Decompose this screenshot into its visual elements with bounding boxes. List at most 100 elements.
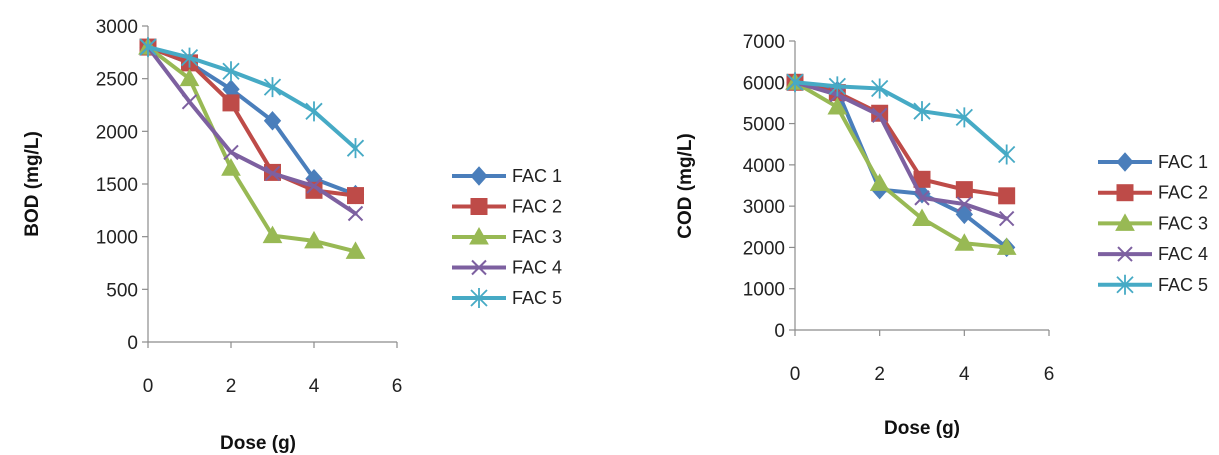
legend-label: FAC 5 xyxy=(1158,275,1208,295)
data-point xyxy=(869,173,890,191)
series-line xyxy=(146,45,358,151)
data-point xyxy=(262,225,283,244)
legend-entry-fac-1: FAC 1 xyxy=(452,166,562,186)
data-point xyxy=(305,101,323,122)
x-tick-label: 4 xyxy=(309,376,320,397)
legend-marker xyxy=(470,166,488,186)
data-point xyxy=(955,204,974,225)
legend-label: FAC 5 xyxy=(512,288,562,308)
y-tick-label: 4000 xyxy=(743,156,785,177)
legend-label: FAC 3 xyxy=(512,227,562,247)
data-point xyxy=(221,158,241,176)
x-tick-label: 0 xyxy=(790,364,801,385)
data-point xyxy=(914,190,930,206)
y-tick-label: 1000 xyxy=(96,228,138,249)
legend-marker xyxy=(1116,184,1134,202)
series-line xyxy=(793,80,1009,250)
legend-marker xyxy=(1116,274,1134,295)
series-line xyxy=(793,80,1009,250)
series-line xyxy=(146,45,358,216)
legend-label: FAC 1 xyxy=(1158,152,1208,172)
series-line xyxy=(146,45,358,254)
legend-entry-fac-5: FAC 5 xyxy=(452,288,562,308)
y-tick-label: 7000 xyxy=(743,32,785,53)
legend-entry-fac-2: FAC 2 xyxy=(452,197,562,217)
series-fac-1 xyxy=(139,37,365,205)
x-axis-title: Dose (g) xyxy=(884,418,960,439)
data-point xyxy=(956,196,973,212)
data-point xyxy=(827,97,848,115)
legend-entry-fac-1: FAC 1 xyxy=(1098,152,1208,172)
legend-label: FAC 1 xyxy=(512,166,562,186)
data-point xyxy=(139,37,157,58)
data-point xyxy=(996,237,1017,255)
legend-entry-fac-5: FAC 5 xyxy=(1098,275,1208,295)
x-tick-label: 2 xyxy=(874,364,885,385)
y-tick-label: 1500 xyxy=(96,175,138,196)
data-point xyxy=(998,210,1015,227)
y-tick-label: 0 xyxy=(127,333,138,354)
legend-label: FAC 2 xyxy=(512,197,562,217)
bod-chart: 0 500 1000 1500 2000 2500 3000 0 2 4 6 Dose (g) BOD … xyxy=(22,17,562,454)
data-point xyxy=(222,94,240,112)
legend-entry-fac-2: FAC 2 xyxy=(1098,183,1208,203)
data-point xyxy=(913,101,931,122)
legend-entry-fac-4: FAC 4 xyxy=(452,258,562,278)
y-tick-label: 2500 xyxy=(96,70,138,91)
data-point xyxy=(954,233,975,251)
data-point xyxy=(955,107,973,128)
y-tick-label: 500 xyxy=(106,280,138,301)
x-tick-label: 6 xyxy=(392,376,403,397)
data-point xyxy=(263,111,282,131)
legend-marker xyxy=(470,198,488,215)
data-point xyxy=(264,165,281,182)
data-point xyxy=(180,47,199,68)
data-point xyxy=(346,138,365,159)
data-point xyxy=(179,68,200,87)
x-tick-label: 2 xyxy=(226,376,237,397)
legend-marker xyxy=(470,288,488,308)
series-fac-3 xyxy=(138,37,366,259)
y-tick-label: 6000 xyxy=(743,73,785,94)
legend-label: FAC 4 xyxy=(1158,244,1208,264)
y-tick-label: 3000 xyxy=(743,197,785,218)
x-tick-label: 4 xyxy=(959,364,970,385)
legend: FAC 1 FAC 2 FAC 3 FAC 4 FAC 5 xyxy=(452,166,562,308)
x-tick-label: 6 xyxy=(1044,364,1055,385)
data-point xyxy=(222,61,240,82)
y-tick-label: 0 xyxy=(774,321,785,342)
data-point xyxy=(347,205,364,222)
series-fac-5 xyxy=(786,72,1016,165)
data-point xyxy=(223,144,239,161)
y-axis-title: BOD (mg/L) xyxy=(22,131,43,237)
x-tick-label: 0 xyxy=(143,376,154,397)
data-point xyxy=(912,208,932,227)
legend-label: FAC 2 xyxy=(1158,183,1208,203)
data-point xyxy=(304,230,324,249)
legend-label: FAC 3 xyxy=(1158,213,1208,233)
legend-marker xyxy=(469,226,489,245)
y-tick-label: 1000 xyxy=(743,280,785,301)
cod-chart: 0 1000 2000 3000 4000 5000 6000 7000 0 2 4 6 Dose (g… xyxy=(675,32,1208,439)
y-tick-label: 3000 xyxy=(96,17,138,38)
data-point xyxy=(181,94,198,110)
legend-entry-fac-3: FAC 3 xyxy=(1098,213,1208,233)
data-point xyxy=(998,144,1016,165)
y-tick-label: 2000 xyxy=(743,238,785,259)
y-axis-title: COD (mg/L) xyxy=(675,133,696,239)
series-fac-2 xyxy=(786,73,1016,205)
legend-marker xyxy=(1115,213,1135,231)
data-point xyxy=(871,78,889,99)
series-fac-2 xyxy=(139,38,364,205)
data-point xyxy=(345,241,366,259)
data-point xyxy=(871,107,888,124)
data-point xyxy=(347,187,364,205)
legend-entry-fac-4: FAC 4 xyxy=(1098,244,1208,264)
data-point xyxy=(786,72,804,93)
data-point xyxy=(998,187,1016,205)
x-axis-title: Dose (g) xyxy=(220,433,296,454)
data-point xyxy=(828,76,846,97)
legend-marker xyxy=(1116,152,1134,172)
